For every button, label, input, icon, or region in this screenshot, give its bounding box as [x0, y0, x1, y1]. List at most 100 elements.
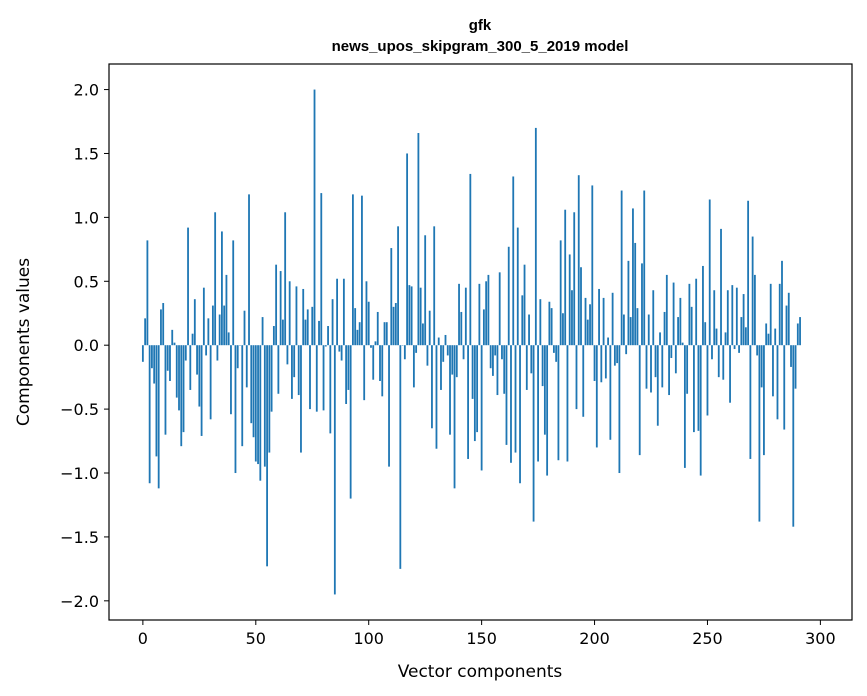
bar-28 — [205, 345, 208, 356]
bar-228 — [656, 345, 659, 426]
bar-184 — [557, 345, 560, 461]
bar-103 — [374, 341, 377, 346]
bar-90 — [345, 345, 348, 404]
bar-18 — [182, 345, 185, 433]
bar-60 — [277, 345, 280, 394]
bar-52 — [259, 345, 262, 481]
bar-274 — [760, 345, 763, 388]
bar-68 — [295, 286, 298, 346]
bar-56 — [268, 345, 271, 453]
bar-199 — [591, 185, 594, 346]
bar-227 — [654, 345, 657, 378]
bar-13 — [171, 329, 174, 346]
bar-150 — [480, 345, 483, 471]
bar-175 — [537, 345, 539, 462]
bar-62 — [281, 319, 284, 346]
bar-194 — [580, 267, 582, 346]
bar-250 — [706, 345, 709, 416]
bar-91 — [347, 345, 350, 390]
bar-286 — [787, 292, 790, 346]
bar-38 — [227, 332, 230, 346]
bar-93 — [352, 194, 354, 346]
bar-268 — [747, 200, 750, 346]
bar-266 — [742, 294, 745, 346]
bar-259 — [726, 290, 729, 346]
bar-237 — [677, 317, 680, 346]
bar-198 — [589, 304, 591, 346]
bar-210 — [616, 345, 619, 364]
bar-144 — [467, 345, 469, 459]
bar-235 — [672, 282, 675, 346]
bar-219 — [636, 308, 639, 346]
bar-196 — [584, 297, 587, 346]
bar-24 — [196, 345, 198, 375]
bar-49 — [252, 345, 255, 438]
bar-31 — [211, 305, 214, 346]
bar-108 — [385, 322, 388, 346]
chart-title: gfk — [469, 17, 492, 34]
y-tick-label: −1.5 — [60, 528, 99, 547]
bar-71 — [302, 288, 305, 346]
bar-285 — [785, 305, 788, 346]
y-axis-label: Components values — [14, 258, 34, 426]
bar-254 — [715, 328, 718, 346]
bar-148 — [476, 345, 479, 433]
bar-179 — [546, 345, 549, 476]
bar-113 — [397, 226, 399, 346]
bar-153 — [487, 274, 490, 346]
bar-248 — [702, 265, 704, 346]
bar-59 — [275, 264, 278, 346]
bar-173 — [532, 345, 535, 522]
y-tick-label: −0.5 — [60, 400, 99, 419]
bar-77 — [315, 345, 318, 412]
bar-245 — [695, 278, 698, 346]
bar-281 — [776, 345, 779, 420]
bar-35 — [221, 231, 223, 346]
x-tick-label: 50 — [246, 629, 266, 648]
bar-88 — [340, 345, 343, 361]
y-tick-label: −1.0 — [60, 464, 99, 483]
bar-15 — [175, 345, 178, 398]
bar-215 — [627, 260, 630, 346]
bar-75 — [311, 306, 314, 346]
bar-131 — [437, 337, 440, 346]
bar-66 — [291, 345, 293, 399]
bar-211 — [618, 345, 621, 474]
bar-282 — [778, 283, 781, 346]
bar-277 — [767, 333, 770, 346]
bar-186 — [562, 313, 564, 346]
bar-54 — [263, 345, 266, 467]
bar-94 — [354, 308, 357, 346]
bar-229 — [659, 332, 661, 346]
bar-125 — [424, 235, 427, 346]
bar-167 — [519, 345, 521, 484]
bar-119 — [410, 286, 413, 346]
bar-41 — [234, 345, 237, 474]
bar-73 — [306, 309, 309, 346]
bar-65 — [288, 281, 291, 346]
bar-132 — [440, 345, 442, 390]
bar-278 — [769, 283, 772, 346]
bar-230 — [661, 345, 664, 388]
bar-195 — [582, 345, 585, 417]
bar-290 — [796, 323, 799, 346]
bar-283 — [781, 260, 783, 346]
bar-152 — [485, 281, 488, 346]
bar-72 — [304, 319, 307, 346]
bar-133 — [442, 345, 445, 362]
bar-208 — [611, 292, 614, 346]
y-axis-ticks: −2.0 −1.5 −1.0 −0.5 0.0 0.5 1.0 1.5 2.0 — [60, 81, 109, 611]
bar-156 — [494, 345, 497, 356]
bar-27 — [202, 287, 205, 346]
bar-262 — [733, 345, 736, 350]
bar-246 — [697, 345, 700, 431]
bar-96 — [358, 322, 361, 346]
bar-201 — [595, 345, 598, 448]
bar-213 — [623, 314, 625, 346]
bar-207 — [609, 345, 612, 440]
bar-252 — [711, 345, 713, 360]
bar-147 — [473, 345, 476, 442]
bar-12 — [169, 345, 171, 381]
bar-174 — [534, 127, 537, 346]
